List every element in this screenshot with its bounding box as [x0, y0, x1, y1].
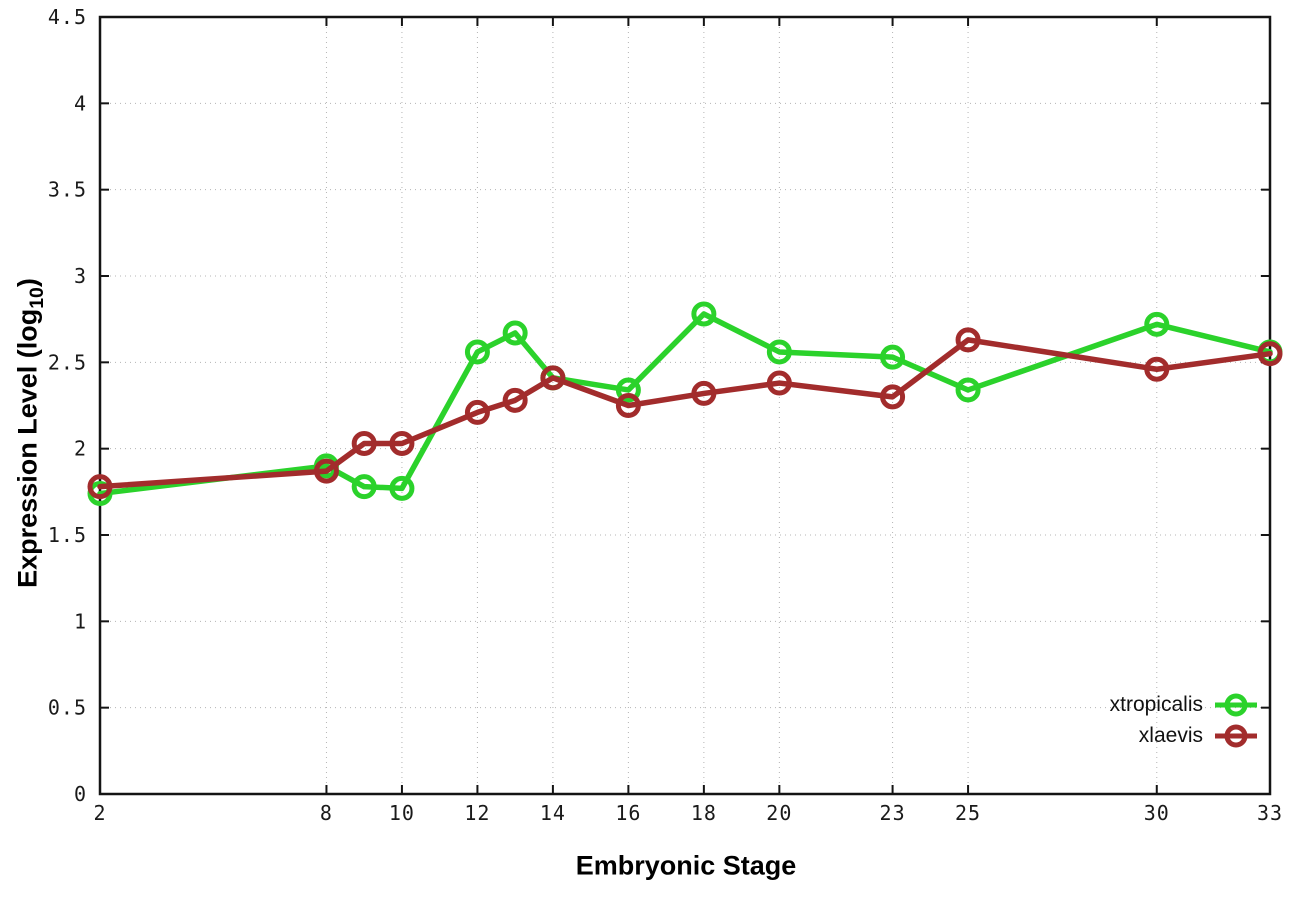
series-point-xlaevis [540, 365, 566, 391]
y-axis-title: Expression Level (log10) [12, 278, 48, 588]
x-axis-title: Embryonic Stage [575, 850, 797, 881]
series-point-xtropicalis [464, 339, 490, 365]
y-tick-label: 4 [74, 91, 87, 115]
series-point-xlaevis [1144, 356, 1170, 382]
y-tick-label: 1.5 [48, 523, 87, 547]
series-point-xlaevis [502, 387, 528, 413]
legend-marker-xlaevis [1215, 724, 1257, 747]
series-point-xlaevis [766, 370, 792, 396]
legend-item-xlaevis: xlaevis [1110, 720, 1260, 751]
x-tick-label: 14 [540, 801, 566, 825]
series-point-xlaevis [313, 458, 339, 484]
x-tick-label: 20 [766, 801, 792, 825]
series-point-xlaevis [389, 430, 415, 456]
x-tick-label: 23 [880, 801, 906, 825]
x-tick-label: 8 [320, 801, 333, 825]
series-point-xtropicalis [389, 475, 415, 501]
y-tick-label: 3.5 [48, 178, 87, 202]
y-axis-title-text: Expression Level (log [12, 308, 43, 588]
series-line-xtropicalis [97, 311, 1273, 497]
series-point-xlaevis [1257, 341, 1283, 367]
series-point-xtropicalis [880, 344, 906, 370]
series-point-xtropicalis [691, 301, 717, 327]
y-tick-label: 0.5 [48, 696, 87, 720]
series-point-xlaevis [615, 393, 641, 418]
y-tick-label: 3 [74, 264, 87, 288]
series-point-xtropicalis [351, 474, 377, 500]
legend-marker-xtropicalis [1215, 693, 1257, 716]
legend-item-xtropicalis: xtropicalis [1110, 689, 1260, 720]
series-point-xtropicalis [766, 339, 792, 365]
y-tick-label: 0 [74, 782, 87, 806]
x-tick-label: 33 [1257, 801, 1283, 825]
legend-sample-circle [1224, 693, 1248, 716]
y-tick-label: 1 [74, 609, 87, 633]
legend-label-xlaevis: xlaevis [1138, 723, 1203, 747]
series-point-xlaevis [880, 384, 906, 410]
series-line-xlaevis [97, 337, 1273, 490]
series-point-xlaevis [351, 430, 377, 456]
legend: xtropicalis xlaevis [1110, 689, 1260, 751]
y-axis-title-close: ) [12, 278, 43, 288]
series-point-xlaevis [955, 327, 981, 353]
series-point-xtropicalis [955, 377, 981, 403]
legend-label-xtropicalis: xtropicalis [1109, 692, 1203, 716]
y-axis-title-subscript: 10 [25, 287, 48, 309]
series-point-xlaevis [87, 474, 113, 500]
x-tick-label: 2 [93, 801, 106, 825]
x-tick-label: 12 [464, 801, 490, 825]
x-tick-label: 30 [1144, 801, 1170, 825]
series-point-xlaevis [464, 399, 490, 425]
x-tick-label: 16 [615, 801, 641, 825]
x-tick-label: 18 [691, 801, 717, 825]
y-tick-label: 2.5 [48, 350, 87, 374]
series-point-xtropicalis [1144, 311, 1170, 337]
series-point-xlaevis [691, 380, 717, 406]
legend-sample-circle [1224, 724, 1248, 747]
series-point-xtropicalis [615, 377, 641, 403]
plot-border [98, 15, 1272, 796]
x-tick-label: 25 [955, 801, 981, 825]
x-tick-label: 10 [389, 801, 415, 825]
y-tick-label: 2 [74, 437, 87, 461]
y-tick-label: 4.5 [48, 5, 87, 29]
series-point-xtropicalis [502, 320, 528, 346]
